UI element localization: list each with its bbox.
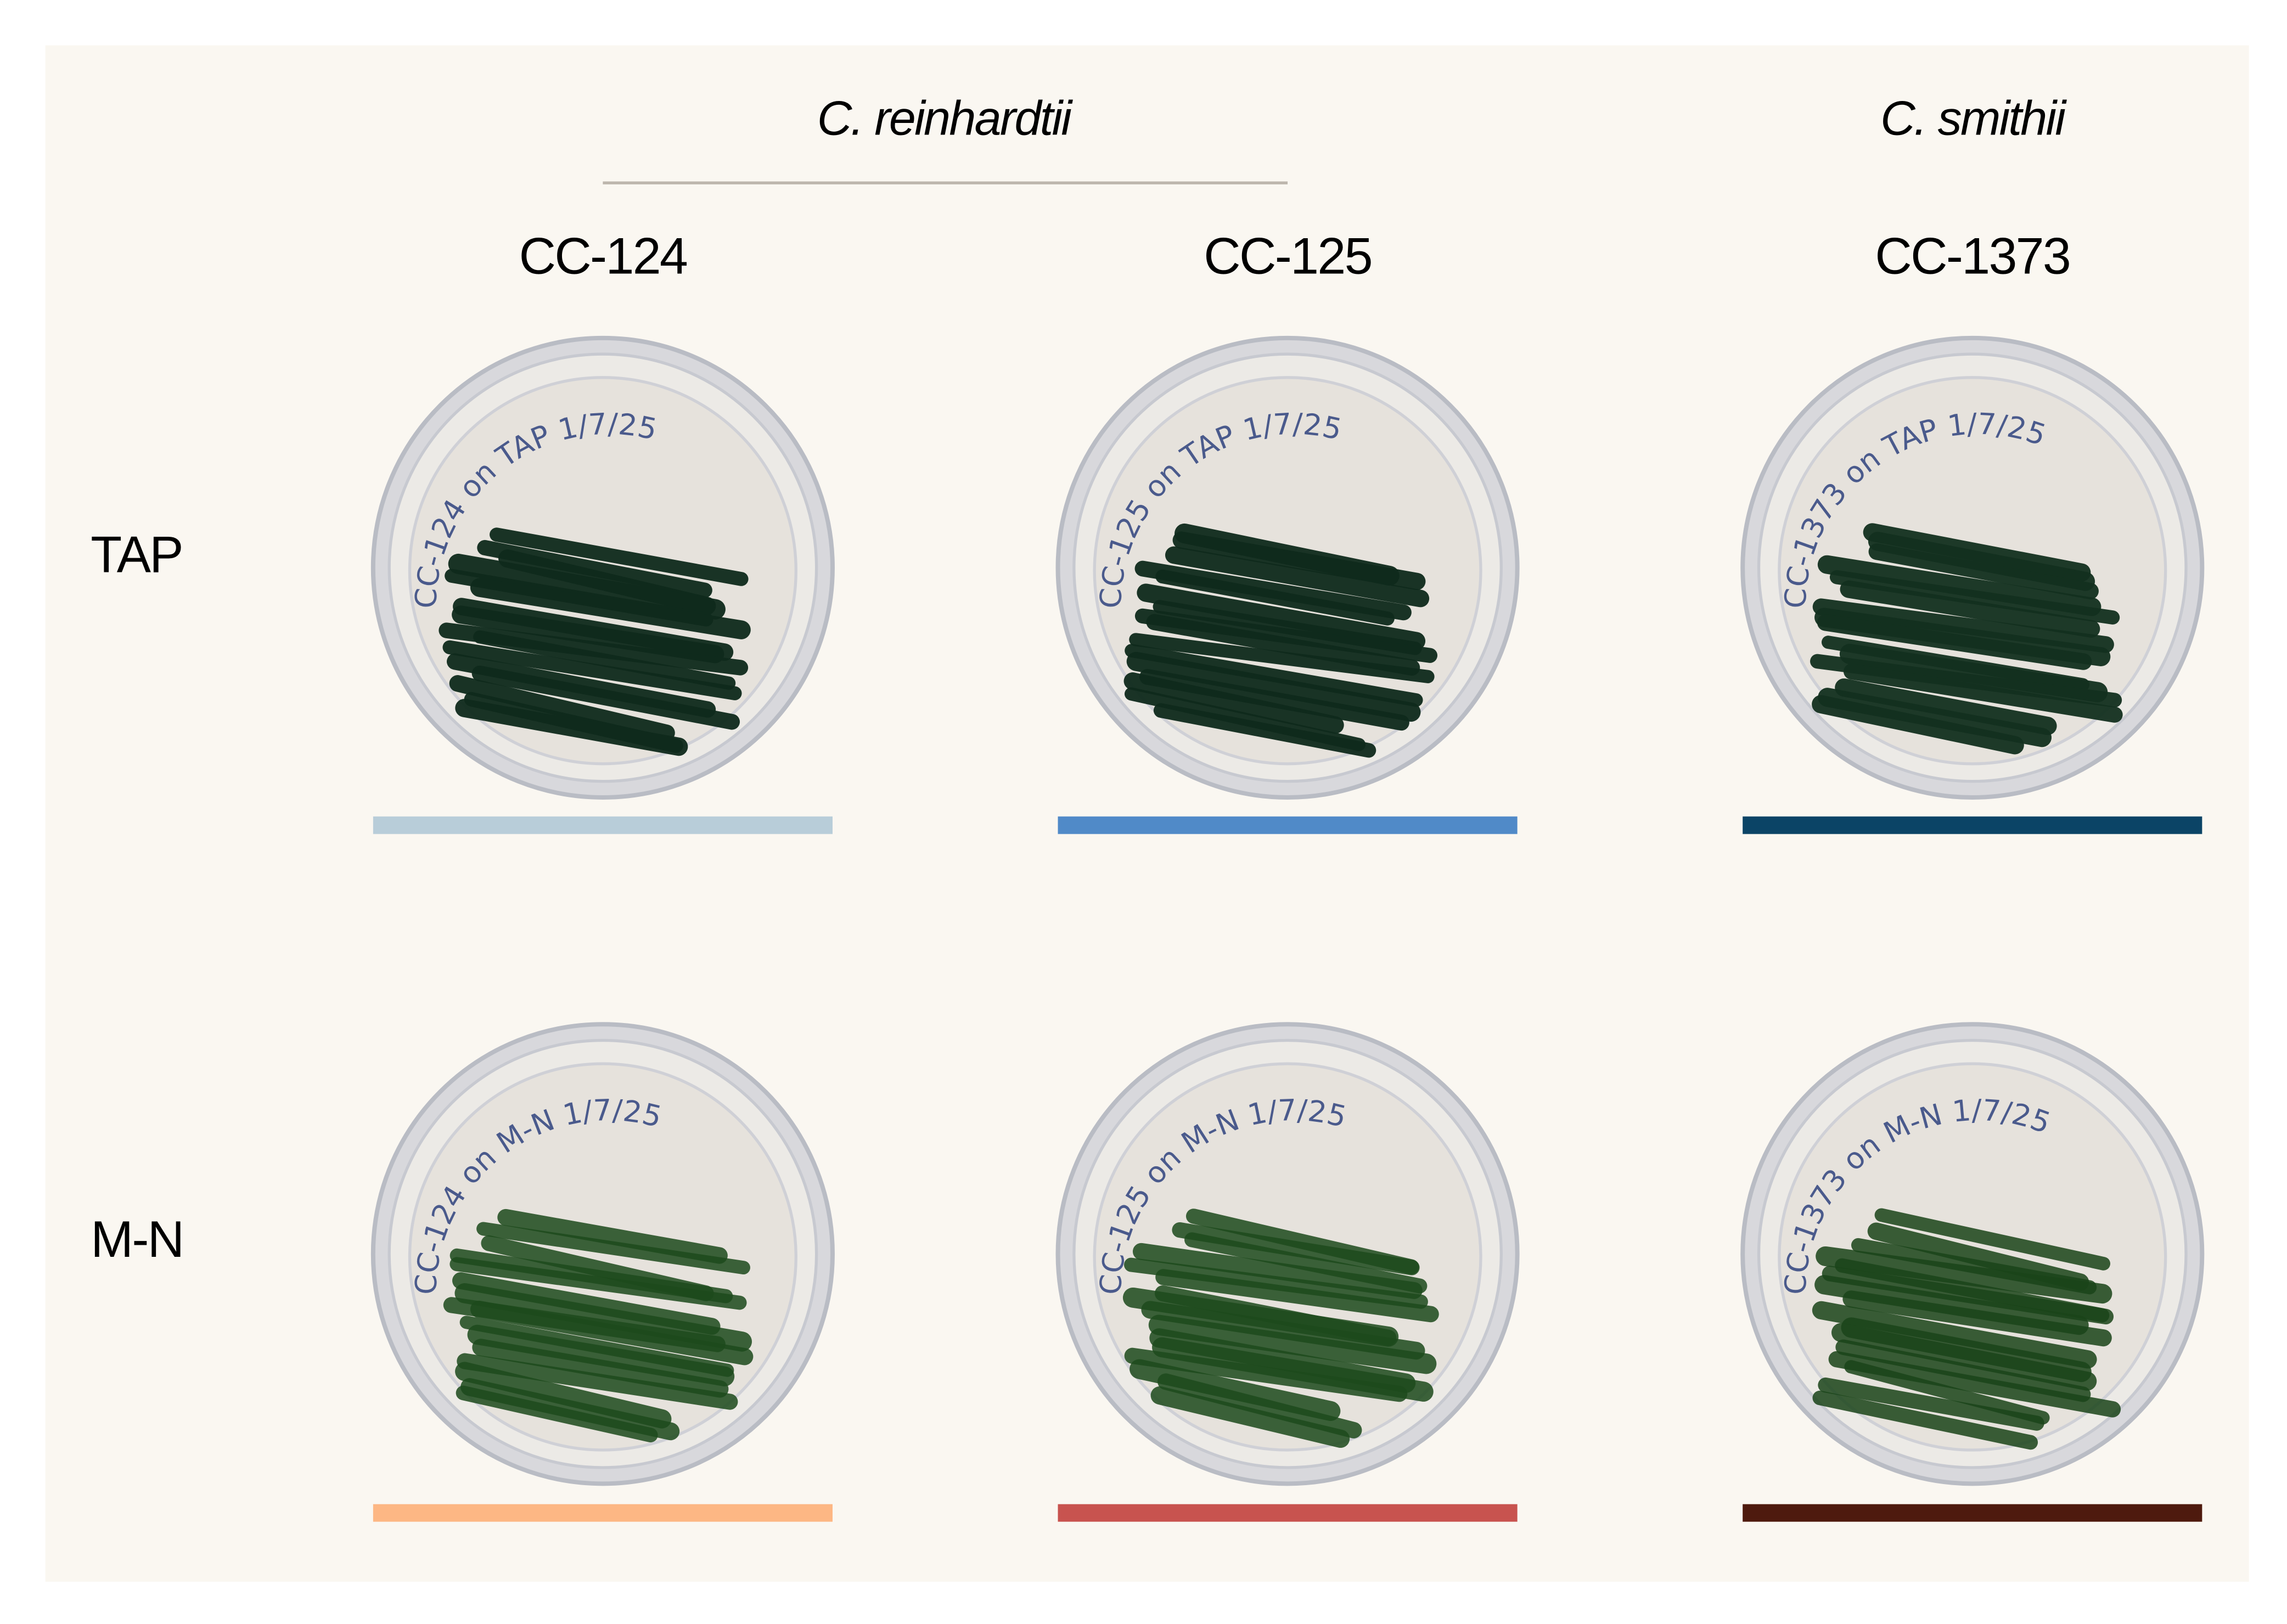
condition-color-bar [1058, 1504, 1518, 1522]
colony-streak [1132, 1243, 1423, 1299]
condition-color-bar [1743, 816, 2202, 834]
colony-streak [452, 605, 724, 664]
colony-streak [1150, 1386, 1350, 1448]
colony-streak [1818, 1377, 2044, 1431]
colony-streak [1129, 633, 1435, 683]
colony-streak [472, 1339, 729, 1398]
petri-dish: CC-124 on TAP 1/7/25 [366, 331, 840, 805]
petri-dish: CC-125 on M-N 1/7/25 [1050, 1017, 1525, 1491]
strain-label-cc124: CC-124 [519, 228, 688, 285]
colony-streak [449, 675, 675, 741]
colony-streak [1822, 1266, 2114, 1325]
colony-streak [1844, 664, 2123, 723]
colony-streak [448, 553, 726, 620]
colony-streak [456, 1385, 658, 1443]
colony-streak [476, 1222, 750, 1275]
colony-streak [1828, 1351, 2121, 1418]
colony-streak [1155, 1269, 1439, 1323]
colony-streak [1812, 695, 2024, 755]
species-divider [603, 181, 1288, 184]
condition-color-bar [1743, 1504, 2202, 1522]
colony-streak [1829, 570, 2120, 625]
colony-streak [470, 1300, 754, 1365]
condition-color-bar [373, 816, 833, 834]
colony-streak [1137, 583, 1426, 650]
species-label-smithii: C. smithii [1880, 91, 2066, 145]
colony-streak [1139, 668, 1409, 731]
colony-streak [473, 630, 736, 690]
colony-streak [1835, 678, 2057, 735]
medium-label-mn: M-N [91, 1211, 184, 1269]
colony-streak [1868, 531, 2095, 591]
colony-streak [1816, 1246, 2112, 1304]
colony-streak [457, 1353, 738, 1410]
colony-streak [490, 527, 749, 586]
petri-dish: CC-1373 on M-N 1/7/25 [1735, 1017, 2210, 1491]
colony-streak [1123, 1257, 1428, 1309]
colony-streak [1165, 546, 1430, 608]
colony-streak [449, 1257, 747, 1310]
colony-streak [1146, 614, 1420, 676]
colony-streak [471, 665, 740, 730]
colony-streak [1835, 1339, 2091, 1402]
colony-streak [1812, 1390, 2038, 1450]
petri-dish: CC-1373 on TAP 1/7/25 [1735, 331, 2210, 805]
colony-streak [1122, 1287, 1399, 1347]
medium-label-tap: TAP [91, 526, 183, 584]
petri-dish: CC-125 on TAP 1/7/25 [1050, 331, 1525, 805]
strain-label-cc125: CC-125 [1204, 228, 1373, 285]
colony-streak [455, 699, 688, 756]
colony-streak [1812, 1301, 2097, 1369]
colony-streak [1123, 672, 1344, 734]
colony-streak [1126, 651, 1421, 722]
colony-streak [1124, 1347, 1408, 1402]
colony-streak [470, 578, 751, 639]
condition-color-bar [373, 1504, 833, 1522]
colony-streak [1817, 555, 2101, 616]
colony-streaks [1122, 1209, 1439, 1448]
strain-label-cc1373: CC-1373 [1875, 228, 2071, 285]
colony-streak [1157, 1373, 1362, 1438]
colony-streak [1817, 614, 2092, 670]
petri-dish: CC-124 on M-N 1/7/25 [366, 1017, 840, 1491]
colony-streak [1812, 598, 2114, 653]
colony-streak [467, 1324, 735, 1386]
colony-streak [1155, 569, 1395, 626]
colony-streak [1148, 1314, 1437, 1374]
colony-streaks [1812, 1208, 2121, 1450]
colony-streak [1874, 1208, 2110, 1271]
colony-streak [1814, 1275, 2089, 1335]
species-label-reinhardtii: C. reinhardtii [817, 91, 1072, 145]
colony-streak [442, 640, 742, 700]
colony-streaks [1123, 523, 1438, 758]
colony-streak [1831, 1323, 2097, 1391]
colony-streak [1840, 580, 2100, 638]
colony-streak [460, 1378, 680, 1441]
colony-streak [1125, 644, 1423, 707]
colony-streak [497, 1209, 728, 1264]
colony-streak [1172, 531, 1426, 591]
colony-streaks [1810, 523, 2123, 755]
colony-streak [1153, 703, 1376, 758]
colony-streak [1141, 1301, 1425, 1360]
colony-streak [1868, 543, 2099, 600]
colony-streak [1172, 1222, 1420, 1275]
condition-color-bar [1058, 816, 1518, 834]
colony-streak [1842, 1290, 2112, 1347]
colony-streak [1844, 1360, 2050, 1425]
colony-streak [452, 1272, 721, 1335]
colony-streaks [439, 527, 751, 756]
colony-streaks [443, 1209, 754, 1443]
colony-streak [455, 1362, 672, 1429]
